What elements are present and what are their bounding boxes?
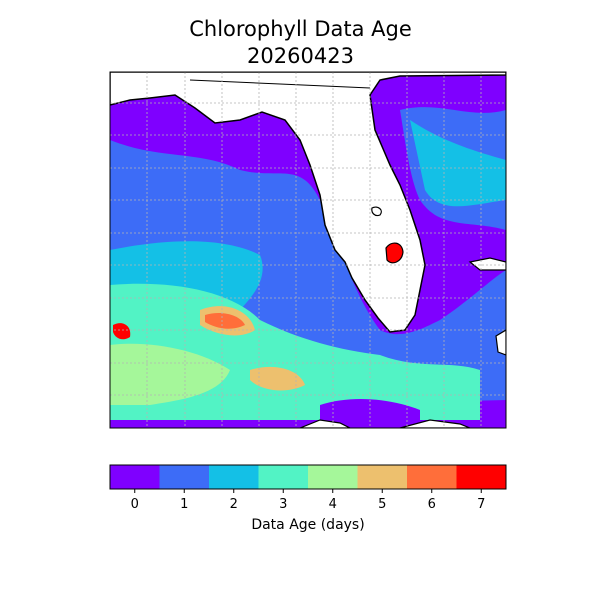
colorbar-segment-2 [209,465,259,489]
map-frame [109,71,507,429]
colorbar-label: Data Age (days) [251,517,365,533]
colorbar-segment-4 [308,465,358,489]
land-cuba-east [399,419,471,428]
colorbar-tick-label: 2 [229,497,238,512]
colorbar-segment-6 [407,465,457,489]
age-zone-2 [410,120,506,207]
lake-inland [371,206,382,217]
colorbar-tick-label: 5 [378,497,387,512]
land-island [495,329,506,356]
land-mainland [110,72,506,333]
colorbar-tick-label: 0 [130,497,139,512]
land-bahamas [468,257,506,271]
colorbar-tick-label: 1 [180,497,189,512]
lake-okeechobee [385,242,404,264]
age-zone-7 [113,323,131,340]
colorbar-tick-label: 3 [279,497,288,512]
age-zone-4 [110,343,230,405]
colorbar-segment-5 [357,465,408,489]
colorbar-segment-3 [258,465,309,489]
colorbar [110,465,507,493]
colorbar-tick-label: 4 [328,497,337,512]
state-border [189,79,371,89]
land-cuba [299,419,351,428]
age-zone-5b [250,366,305,391]
colorbar-segment-0 [110,465,160,489]
colorbar-frame [109,464,507,490]
map-date: 20260423 [247,44,354,68]
age-zone-6 [205,313,245,329]
colorbar-tick-label: 6 [427,497,436,512]
colorbar-segment-7 [456,465,507,489]
graticule [110,72,506,428]
map-title: Chlorophyll Data Age [189,17,412,41]
colorbar-tick-label: 7 [477,497,486,512]
colorbar-segment-1 [159,465,210,489]
